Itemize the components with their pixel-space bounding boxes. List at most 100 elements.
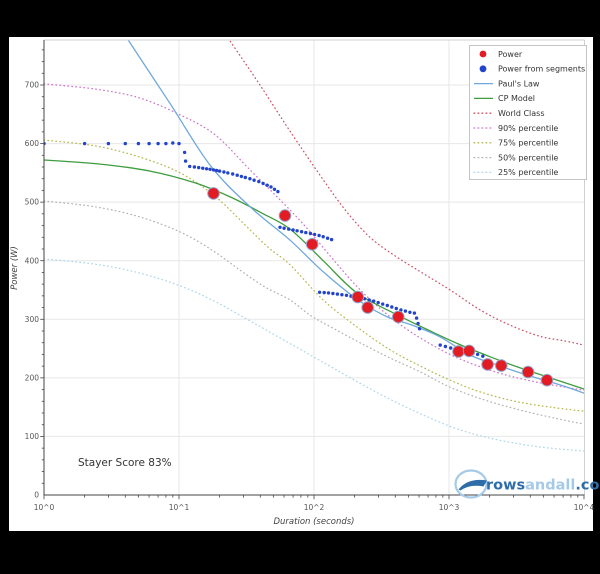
legend-label: 25% percentile (498, 168, 558, 177)
segment-power-point (124, 142, 127, 145)
segment-power-point (313, 233, 316, 236)
power-point (482, 359, 494, 371)
segment-power-point (318, 291, 321, 294)
segment-power-point (257, 180, 260, 183)
segment-power-point (415, 316, 418, 319)
segment-power-point (83, 142, 86, 145)
segment-power-point (481, 355, 484, 358)
segment-power-point (218, 169, 221, 172)
segment-power-point (147, 142, 150, 145)
y-tick-label: 300 (25, 315, 40, 324)
power-point (541, 374, 553, 386)
segment-power-point (336, 292, 339, 295)
segment-power-point (304, 231, 307, 234)
segment-power-point (326, 237, 329, 240)
power-point (362, 302, 374, 314)
segment-power-point (309, 232, 312, 235)
x-tick-label: 10^1 (169, 503, 190, 512)
segment-power-point (295, 229, 298, 232)
logo-text: rowsandall.com (486, 478, 600, 494)
segment-power-point (330, 238, 333, 241)
x-tick-label: 10^0 (34, 503, 55, 512)
segment-power-point (215, 169, 218, 172)
power-marker-icon (480, 51, 487, 58)
legend-label: 75% percentile (498, 139, 558, 148)
segment-power-point (222, 170, 225, 173)
segment-power-point (208, 168, 211, 171)
segment-power-point (322, 235, 325, 238)
legend-label: Power (498, 50, 523, 59)
power-point (393, 311, 405, 323)
segment-power-point (164, 142, 167, 145)
legend-label: 90% percentile (498, 124, 558, 133)
segment-power-point (291, 228, 294, 231)
segment-power-point (252, 179, 255, 182)
segment-power-point (340, 293, 343, 296)
segment-power-point (273, 188, 276, 191)
legend: Power Power from segments Paul's Law CP Mod… (470, 46, 587, 180)
segment-power-point (193, 165, 196, 168)
segment-power-point (377, 301, 380, 304)
segment-power-point (317, 234, 320, 237)
legend-label: Power from segments (498, 65, 585, 74)
segment-power-point (327, 291, 330, 294)
segment-power-point (323, 291, 326, 294)
segment-power-point (231, 172, 234, 175)
segment-power-point (276, 190, 279, 193)
y-tick-label: 700 (25, 81, 40, 90)
segment-power-point (197, 166, 200, 169)
segment-power-point (177, 142, 180, 145)
segment-power-point (212, 168, 215, 171)
segment-power-point (278, 226, 281, 229)
segment-power-point (226, 171, 229, 174)
segment-power-point (240, 175, 243, 178)
x-tick-label: 10^2 (304, 503, 325, 512)
y-tick-label: 200 (25, 373, 40, 382)
logo-text-rows: rows (486, 478, 525, 494)
segment-power-point (444, 345, 447, 348)
segment-power-point (367, 298, 370, 301)
power-point (463, 345, 475, 357)
segment-power-point (269, 185, 272, 188)
segment-power-point (416, 322, 419, 325)
segment-power-point (395, 307, 398, 310)
segment-power-point (248, 177, 251, 180)
logo-text-dotcom: .com (575, 478, 600, 494)
power-point (352, 291, 364, 303)
segment-power-point (107, 142, 110, 145)
segment-power-point (381, 302, 384, 305)
segment-power-point (372, 299, 375, 302)
y-tick-label: 0 (34, 491, 39, 500)
segment-power-point (184, 159, 187, 162)
segment-power-point (404, 309, 407, 312)
power-point (496, 360, 508, 372)
y-tick-label: 600 (25, 139, 40, 148)
segment-power-point (345, 294, 348, 297)
segment-power-point (205, 167, 208, 170)
power-point (522, 366, 534, 378)
logo-text-andall: andall (525, 478, 575, 494)
power-point (306, 239, 318, 251)
segment-power-point (408, 311, 411, 314)
segment-power-point (439, 343, 442, 346)
segment-power-point (449, 346, 452, 349)
segment-power-point (300, 230, 303, 233)
segment-power-point (188, 165, 191, 168)
power-point (279, 210, 291, 222)
power-from-segments-marker-icon (480, 65, 487, 72)
stayer-score-text: Stayer Score 83% (78, 457, 172, 469)
segment-power-point (386, 304, 389, 307)
legend-label: CP Model (498, 94, 535, 103)
y-tick-label: 100 (25, 432, 40, 441)
segment-power-point (171, 141, 174, 144)
segment-power-point (413, 311, 416, 314)
segment-power-point (476, 353, 479, 356)
legend-label: 50% percentile (498, 153, 558, 162)
y-tick-label: 400 (25, 256, 40, 265)
segment-power-point (201, 167, 204, 170)
segment-power-point (236, 174, 239, 177)
segment-power-point (331, 292, 334, 295)
legend-label: Paul's Law (498, 79, 540, 88)
segment-power-point (156, 142, 159, 145)
